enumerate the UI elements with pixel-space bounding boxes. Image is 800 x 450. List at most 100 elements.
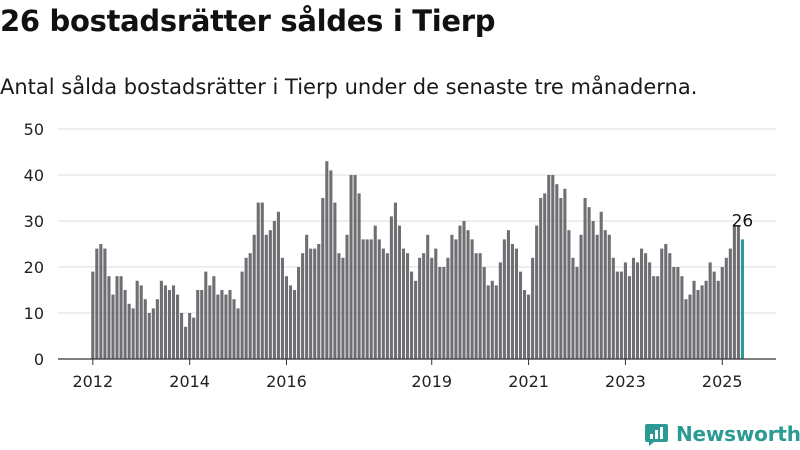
bar (506, 230, 510, 359)
bar (349, 175, 353, 359)
bar (736, 225, 740, 359)
bar (317, 244, 321, 359)
bar (551, 175, 555, 359)
bar (244, 257, 248, 359)
bar (563, 188, 567, 359)
bar (236, 308, 240, 359)
bar (535, 225, 539, 359)
bar (329, 170, 333, 359)
y-tick-label: 10 (24, 304, 44, 323)
bar (688, 294, 692, 359)
bar (696, 290, 700, 359)
bar (155, 299, 159, 359)
bar (543, 193, 547, 359)
bar (470, 239, 474, 359)
x-tick-label: 2023 (605, 372, 646, 391)
bar (305, 234, 309, 359)
bar (716, 280, 720, 359)
bar (442, 267, 446, 359)
bar (575, 267, 579, 359)
y-tick-label: 20 (24, 258, 44, 277)
x-tick-label: 2019 (411, 372, 452, 391)
bar (95, 248, 99, 359)
bar (393, 202, 397, 359)
bar (555, 184, 559, 359)
bar (684, 299, 688, 359)
bar (293, 290, 297, 359)
bar (131, 308, 135, 359)
bar (377, 239, 381, 359)
bar (119, 276, 123, 359)
bar (357, 193, 361, 359)
bar (611, 257, 615, 359)
bar (700, 285, 704, 359)
bar (591, 221, 595, 359)
bar (216, 294, 220, 359)
bar (268, 230, 272, 359)
bar (288, 285, 293, 359)
x-tick-label: 2016 (266, 372, 307, 391)
newsworthy-logo-icon (645, 423, 668, 446)
bar (220, 290, 224, 359)
bar (652, 276, 656, 359)
bar (212, 276, 216, 359)
x-tick-label: 2012 (72, 372, 113, 391)
bar (345, 234, 349, 359)
bar (619, 271, 623, 359)
bar (163, 285, 167, 359)
bar (676, 267, 680, 359)
bar (184, 326, 188, 359)
bar (123, 290, 127, 359)
bar (99, 244, 103, 359)
bar (151, 308, 155, 359)
bar (446, 257, 450, 359)
bar (510, 244, 514, 359)
bar (559, 198, 563, 359)
bar (115, 276, 119, 359)
bar (712, 271, 716, 359)
bar (430, 257, 434, 359)
bar (224, 294, 228, 359)
bar (434, 248, 438, 359)
bar (720, 267, 724, 359)
bar (692, 280, 696, 359)
bar (196, 290, 200, 359)
bar (640, 248, 644, 359)
chart-subtitle: Antal sålda bostadsrätter i Tierp under … (0, 75, 698, 99)
bar (728, 248, 732, 359)
bar (539, 198, 543, 359)
bar (450, 234, 454, 359)
y-tick-label: 0 (34, 350, 44, 369)
bar (361, 239, 365, 359)
bar (272, 221, 276, 359)
bar (732, 225, 736, 359)
bar (313, 248, 317, 359)
bar (180, 313, 184, 359)
bar (321, 198, 325, 359)
bar (228, 290, 232, 359)
chart-title: 26 bostadsrätter såldes i Tierp (0, 4, 496, 38)
y-tick-label: 30 (24, 212, 44, 231)
bar (175, 294, 180, 359)
bar (531, 257, 535, 359)
bar (458, 225, 462, 359)
bar (240, 271, 244, 359)
bar (422, 253, 426, 359)
bar (248, 253, 252, 359)
bar (111, 294, 115, 359)
bar (107, 276, 111, 359)
bar (171, 285, 176, 359)
bar (644, 253, 648, 359)
bar (664, 244, 668, 359)
bar (252, 234, 256, 359)
bar (623, 262, 627, 359)
y-tick-label: 50 (24, 120, 44, 139)
bar (567, 230, 571, 359)
bar (208, 285, 212, 359)
bar (381, 248, 385, 359)
bar (523, 290, 527, 359)
x-tick-label: 2021 (508, 372, 549, 391)
y-tick-label: 40 (24, 166, 44, 185)
bar (397, 225, 402, 359)
bar (708, 262, 712, 359)
